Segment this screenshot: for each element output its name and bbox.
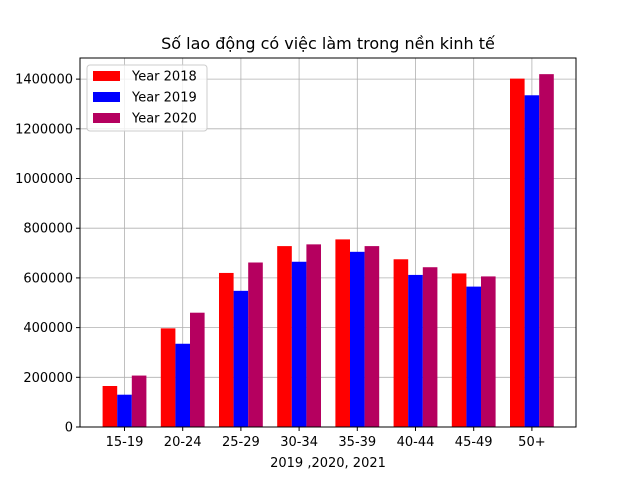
x-tick-label: 30-34 [280, 435, 318, 450]
bar-year-2020 [481, 276, 496, 427]
y-tick-label: 600000 [23, 271, 73, 286]
bar-year-2019 [117, 394, 132, 427]
y-tick-label: 0 [65, 421, 73, 436]
bar-year-2018 [102, 386, 118, 427]
bar-year-2020 [364, 246, 380, 427]
x-tick-label: 45-49 [455, 435, 493, 450]
legend-swatch [93, 71, 120, 81]
y-tick-label: 800000 [23, 222, 73, 237]
bar-year-2019 [524, 95, 540, 427]
x-tick-label: 25-29 [222, 435, 260, 450]
bar-year-2019 [233, 290, 249, 427]
bar-year-2020 [131, 375, 147, 427]
x-tick-label: 50+ [518, 435, 545, 450]
bar-year-2018 [451, 273, 467, 427]
y-tick-label: 400000 [23, 321, 73, 336]
bar-year-2019 [350, 251, 365, 427]
y-tick-label: 200000 [23, 371, 73, 386]
bar-year-2020 [422, 267, 438, 427]
bar-year-2020 [190, 312, 205, 427]
legend-label: Year 2018 [131, 70, 197, 85]
x-tick-label: 20-24 [164, 435, 202, 450]
chart-title: Số lao động có việc làm trong nền kinh t… [161, 34, 495, 53]
bar-year-2018 [277, 246, 292, 427]
bar-year-2019 [175, 343, 190, 427]
y-tick-label: 1400000 [15, 73, 73, 88]
bar-year-2020 [539, 74, 554, 427]
bar-year-2019 [466, 286, 481, 427]
bar-year-2019 [408, 274, 423, 427]
x-axis-label: 2019 ,2020, 2021 [270, 456, 386, 471]
y-tick-label: 1000000 [15, 172, 73, 187]
bar-year-2018 [219, 272, 234, 427]
legend-swatch [93, 113, 120, 123]
bar-year-2018 [510, 78, 525, 428]
bar-year-2018 [335, 239, 350, 427]
bar-year-2020 [248, 262, 263, 427]
y-tick-label: 1200000 [15, 122, 73, 137]
x-tick-label: 15-19 [106, 435, 144, 450]
bar-year-2020 [306, 244, 321, 427]
bar-year-2018 [160, 328, 176, 427]
legend-swatch [93, 92, 120, 102]
legend: Year 2018 Year 2019 Year 2020 [86, 64, 208, 132]
plot-frame [79, 57, 577, 428]
bars [102, 74, 554, 428]
bar-year-2019 [291, 261, 307, 427]
legend-label: Year 2019 [131, 91, 197, 106]
bar-year-2018 [393, 259, 409, 427]
legend-label: Year 2020 [131, 112, 197, 127]
x-tick-label: 40-44 [397, 435, 435, 450]
x-tick-label: 35-39 [338, 435, 376, 450]
axes: 0 200000 400000 600000 800000 1000000 1200000 1… [15, 73, 546, 450]
